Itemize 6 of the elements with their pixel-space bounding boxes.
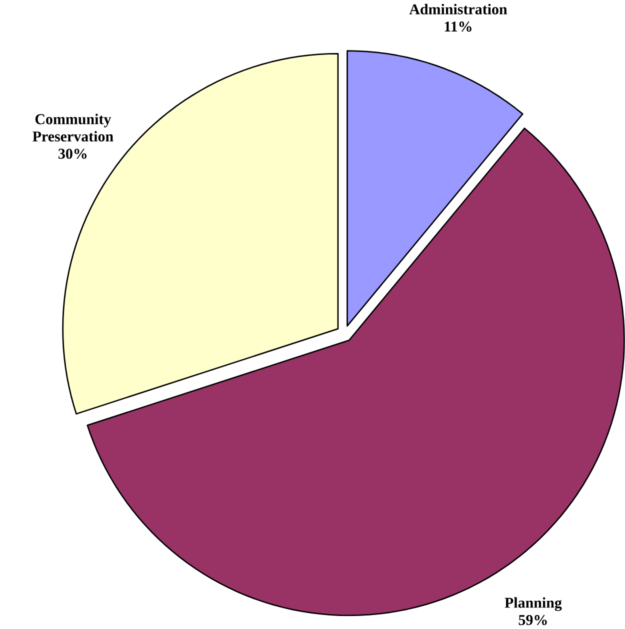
slice-label: Planning (504, 597, 562, 611)
slice-label: Community Preservation (32, 114, 114, 142)
data-label: 59% (518, 615, 547, 626)
slice-label: Administration (409, 4, 508, 14)
data-label: 30% (58, 148, 87, 159)
data-label: 11% (444, 22, 472, 32)
